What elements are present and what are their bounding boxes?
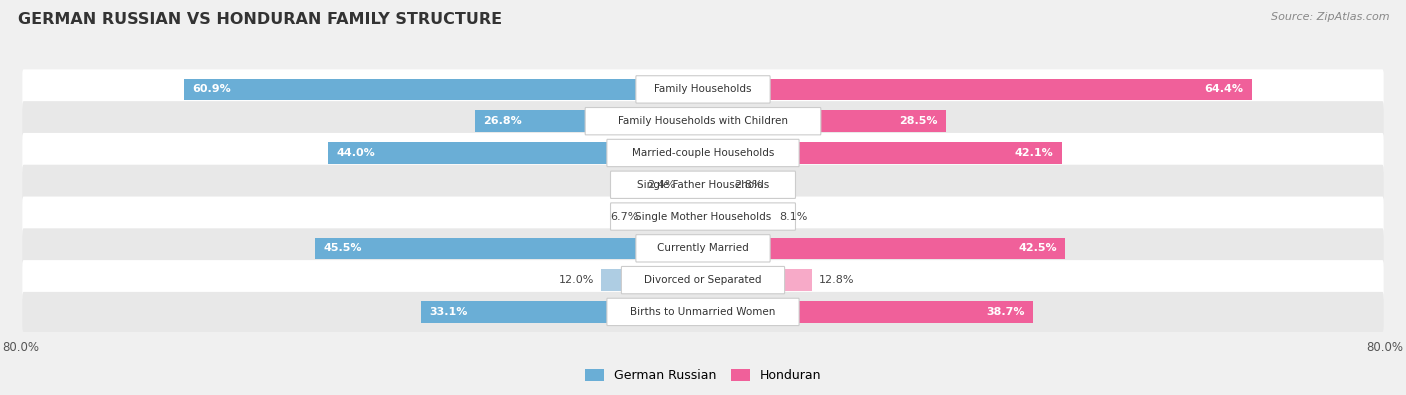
- Text: Single Father Households: Single Father Households: [637, 180, 769, 190]
- FancyBboxPatch shape: [22, 260, 1384, 300]
- FancyBboxPatch shape: [22, 228, 1384, 268]
- Text: Births to Unmarried Women: Births to Unmarried Women: [630, 307, 776, 317]
- FancyBboxPatch shape: [585, 107, 821, 135]
- Bar: [420, 301, 703, 323]
- Text: 2.4%: 2.4%: [647, 180, 676, 190]
- Bar: [703, 174, 727, 196]
- Text: Single Mother Households: Single Mother Households: [636, 212, 770, 222]
- FancyBboxPatch shape: [610, 203, 796, 230]
- FancyBboxPatch shape: [607, 298, 799, 325]
- Text: 12.0%: 12.0%: [558, 275, 593, 285]
- Bar: [600, 269, 703, 291]
- FancyBboxPatch shape: [22, 197, 1384, 237]
- FancyBboxPatch shape: [22, 292, 1384, 332]
- Bar: [682, 174, 703, 196]
- Text: 60.9%: 60.9%: [193, 85, 231, 94]
- Text: 12.8%: 12.8%: [818, 275, 855, 285]
- Bar: [703, 237, 1066, 259]
- Text: Divorced or Separated: Divorced or Separated: [644, 275, 762, 285]
- Text: 38.7%: 38.7%: [986, 307, 1025, 317]
- Bar: [328, 142, 703, 164]
- Text: Currently Married: Currently Married: [657, 243, 749, 253]
- Bar: [703, 269, 813, 291]
- Text: Married-couple Households: Married-couple Households: [631, 148, 775, 158]
- FancyBboxPatch shape: [607, 139, 799, 167]
- Text: Family Households with Children: Family Households with Children: [619, 116, 787, 126]
- Bar: [703, 301, 1033, 323]
- Bar: [645, 206, 703, 228]
- FancyBboxPatch shape: [22, 133, 1384, 173]
- FancyBboxPatch shape: [610, 171, 796, 198]
- Bar: [703, 142, 1062, 164]
- Text: 6.7%: 6.7%: [610, 212, 640, 222]
- Bar: [315, 237, 703, 259]
- FancyBboxPatch shape: [636, 235, 770, 262]
- Bar: [703, 206, 772, 228]
- FancyBboxPatch shape: [22, 70, 1384, 109]
- Bar: [703, 79, 1251, 100]
- Legend: German Russian, Honduran: German Russian, Honduran: [578, 363, 828, 389]
- Text: 42.1%: 42.1%: [1015, 148, 1053, 158]
- Bar: [184, 79, 703, 100]
- FancyBboxPatch shape: [636, 76, 770, 103]
- Bar: [475, 110, 703, 132]
- Text: 33.1%: 33.1%: [429, 307, 468, 317]
- Text: 64.4%: 64.4%: [1205, 85, 1243, 94]
- Text: 26.8%: 26.8%: [484, 116, 522, 126]
- Text: 45.5%: 45.5%: [323, 243, 363, 253]
- FancyBboxPatch shape: [22, 165, 1384, 205]
- Text: 44.0%: 44.0%: [336, 148, 375, 158]
- Text: Family Households: Family Households: [654, 85, 752, 94]
- Text: 28.5%: 28.5%: [898, 116, 938, 126]
- FancyBboxPatch shape: [22, 101, 1384, 141]
- Text: 2.8%: 2.8%: [734, 180, 762, 190]
- Bar: [703, 110, 946, 132]
- Text: GERMAN RUSSIAN VS HONDURAN FAMILY STRUCTURE: GERMAN RUSSIAN VS HONDURAN FAMILY STRUCT…: [18, 12, 502, 27]
- Text: 8.1%: 8.1%: [779, 212, 807, 222]
- Text: 42.5%: 42.5%: [1018, 243, 1057, 253]
- FancyBboxPatch shape: [621, 267, 785, 294]
- Text: Source: ZipAtlas.com: Source: ZipAtlas.com: [1271, 12, 1389, 22]
